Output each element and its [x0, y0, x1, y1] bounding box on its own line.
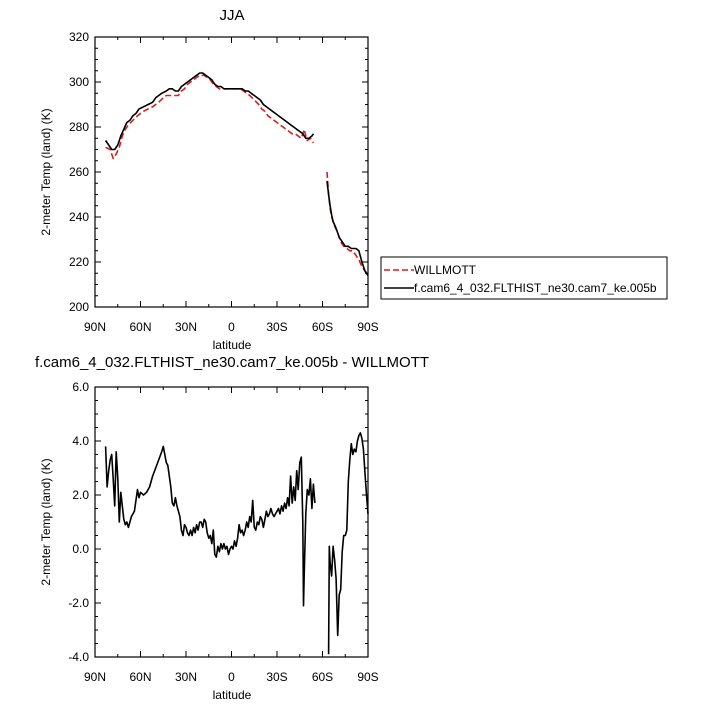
bottom-y-tick-label: -4.0 — [68, 650, 89, 664]
bottom-x-tick-label: 30N — [175, 670, 197, 684]
top-x-tick-label: 90S — [357, 320, 378, 334]
bottom-y-tick-label: -2.0 — [68, 596, 89, 610]
top-series-1-line-1 — [326, 180, 369, 276]
top-x-tick-label: 90N — [84, 320, 106, 334]
legend-box — [380, 256, 668, 300]
bottom-series-0-line-0 — [104, 445, 316, 607]
top-y-axis-label: 2-meter Temp (land) (K) — [39, 108, 53, 235]
bottom-plot-frame — [94, 386, 369, 658]
legend-label-willmott: WILLMOTT — [414, 263, 477, 277]
top-x-tick-label: 30N — [175, 320, 197, 334]
bottom-x-tick-label: 60N — [129, 670, 151, 684]
top-y-tick-label: 240 — [69, 210, 89, 224]
top-x-tick-label: 60N — [129, 320, 151, 334]
bottom-y-tick-label: 2.0 — [72, 488, 89, 502]
bottom-x-tick-label: 0 — [228, 670, 235, 684]
top-y-tick-label: 280 — [69, 120, 89, 134]
bottom-x-axis-label: latitude — [213, 688, 252, 702]
bottom-y-tick-label: 4.0 — [72, 434, 89, 448]
top-x-axis-label: latitude — [213, 338, 252, 352]
legend: WILLMOTT f.cam6_4_032.FLTHIST_ne30.cam7_… — [380, 256, 668, 300]
top-x-tick-label: 60S — [312, 320, 333, 334]
top-y-tick-label: 300 — [69, 75, 89, 89]
top-x-tick-label: 30S — [266, 320, 287, 334]
bottom-y-axis-label: 2-meter Temp (land) (K) — [39, 458, 53, 585]
top-series-1-line-0 — [104, 72, 315, 151]
bottom-y-tick-label: 6.0 — [72, 380, 89, 394]
top-series-0-line-0 — [105, 74, 315, 160]
top-x-tick-label: 0 — [228, 320, 235, 334]
bottom-chart-title: f.cam6_4_032.FLTHIST_ne30.cam7_ke.005b -… — [35, 354, 429, 371]
bottom-y-tick-label: 0.0 — [72, 542, 89, 556]
top-y-tick-label: 220 — [69, 255, 89, 269]
bottom-x-tick-label: 90S — [357, 670, 378, 684]
top-y-tick-label: 200 — [69, 300, 89, 314]
bottom-x-tick-label: 30S — [266, 670, 287, 684]
bottom-x-tick-label: 60S — [312, 670, 333, 684]
top-y-tick-label: 260 — [69, 165, 89, 179]
bottom-series-0-line-1 — [327, 432, 369, 655]
top-chart-title: JJA — [219, 7, 244, 24]
top-y-tick-label: 320 — [69, 30, 89, 44]
bottom-x-tick-label: 90N — [84, 670, 106, 684]
legend-label-model: f.cam6_4_032.FLTHIST_ne30.cam7_ke.005b — [414, 281, 657, 295]
top-chart: JJA 90N 60N 30N 0 30S 60S 90S 200 220 240 260 280 30… — [39, 7, 668, 352]
bottom-chart: f.cam6_4_032.FLTHIST_ne30.cam7_ke.005b -… — [35, 354, 429, 702]
